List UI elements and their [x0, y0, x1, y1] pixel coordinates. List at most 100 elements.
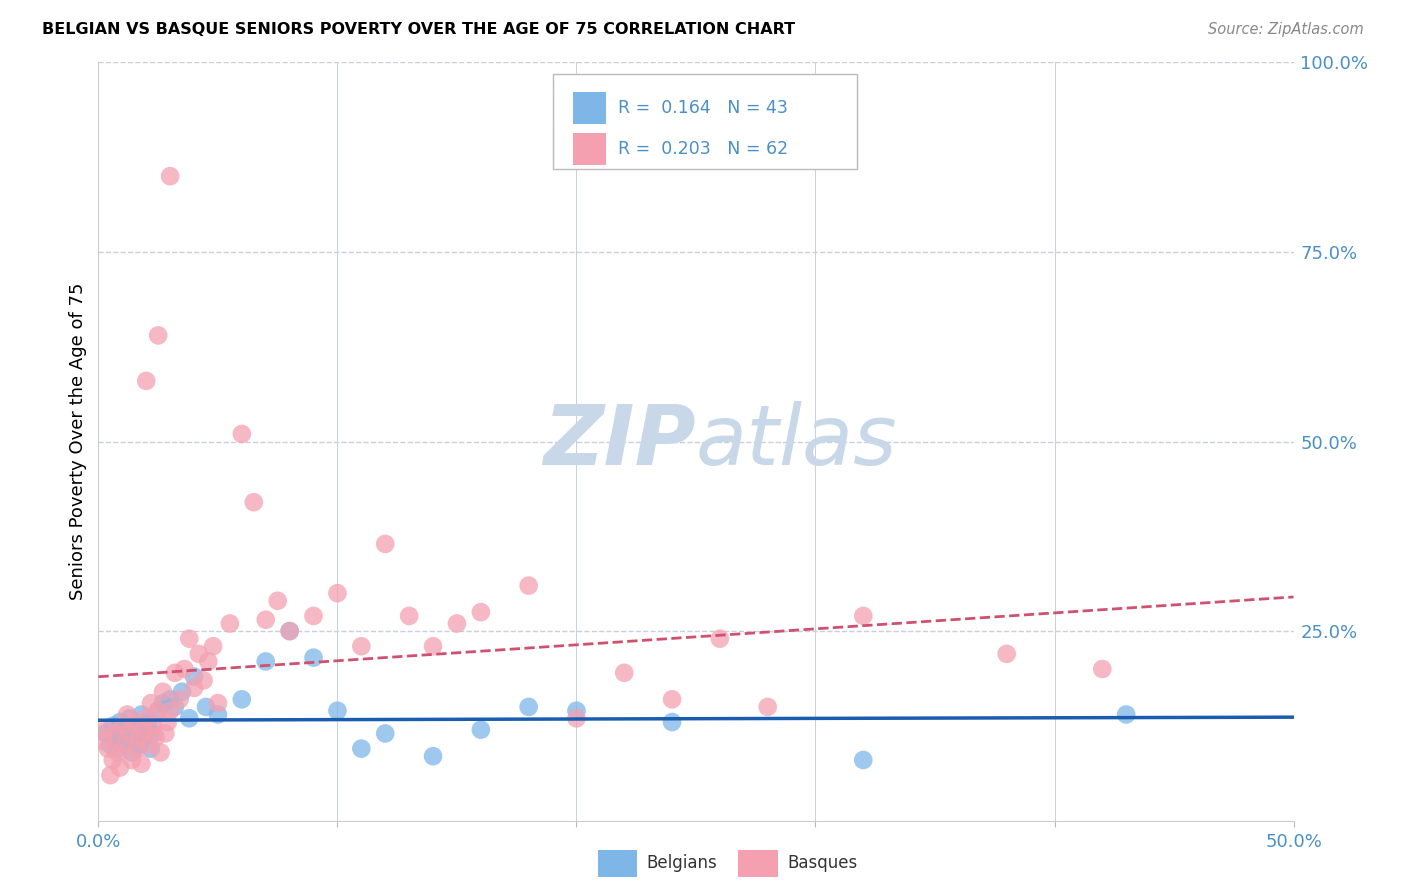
Point — [254, 655, 277, 669]
Point — [852, 608, 875, 623]
Point — [179, 632, 201, 646]
Point — [135, 723, 157, 737]
Point — [107, 741, 129, 756]
Point — [756, 699, 779, 714]
Point — [197, 655, 219, 669]
Point — [101, 719, 124, 733]
Point — [115, 731, 138, 746]
Point — [374, 726, 396, 740]
Point — [138, 715, 160, 730]
Point — [565, 711, 588, 725]
Point — [661, 715, 683, 730]
Point — [125, 741, 148, 756]
Point — [145, 730, 167, 744]
Point — [1115, 707, 1137, 722]
Point — [1091, 662, 1114, 676]
Point — [139, 696, 162, 710]
Point — [422, 749, 444, 764]
Point — [302, 608, 325, 623]
Point — [94, 726, 117, 740]
Text: R =  0.164   N = 43: R = 0.164 N = 43 — [619, 99, 789, 117]
Point — [374, 537, 396, 551]
Point — [124, 726, 146, 740]
Point — [135, 711, 157, 725]
Point — [661, 692, 683, 706]
Point — [202, 639, 225, 653]
Point — [350, 741, 373, 756]
Point — [114, 723, 136, 737]
Point — [613, 665, 636, 680]
Point — [183, 681, 205, 695]
Point — [114, 738, 136, 752]
Point — [179, 711, 201, 725]
Point — [278, 624, 301, 639]
Point — [104, 726, 127, 740]
Point — [193, 673, 215, 688]
Point — [101, 753, 124, 767]
Point — [98, 768, 122, 782]
Point — [565, 704, 588, 718]
Point — [131, 756, 153, 771]
Point — [108, 715, 131, 730]
Point — [128, 730, 150, 744]
FancyBboxPatch shape — [572, 133, 606, 165]
Point — [446, 616, 468, 631]
Point — [138, 738, 160, 752]
Point — [187, 647, 209, 661]
Point — [159, 704, 181, 718]
Point — [207, 696, 229, 710]
Point — [159, 692, 181, 706]
Point — [108, 760, 131, 774]
Point — [422, 639, 444, 653]
Point — [107, 746, 129, 760]
Text: ZIP: ZIP — [543, 401, 696, 482]
Point — [155, 726, 177, 740]
Point — [94, 723, 117, 737]
Point — [118, 726, 141, 740]
Point — [183, 669, 205, 683]
Text: atlas: atlas — [696, 401, 897, 482]
Point — [517, 699, 540, 714]
Point — [159, 169, 181, 184]
Point — [142, 726, 165, 740]
Point — [470, 723, 492, 737]
Point — [121, 746, 143, 760]
Point — [219, 616, 242, 631]
Point — [104, 730, 127, 744]
Point — [97, 741, 120, 756]
Point — [163, 699, 186, 714]
Point — [135, 374, 157, 388]
Point — [156, 715, 179, 730]
Point — [111, 734, 134, 748]
Y-axis label: Seniors Poverty Over the Age of 75: Seniors Poverty Over the Age of 75 — [69, 283, 87, 600]
Point — [207, 707, 229, 722]
Point — [278, 624, 301, 639]
Point — [131, 707, 153, 722]
Point — [149, 746, 172, 760]
Point — [398, 608, 420, 623]
Point — [326, 586, 349, 600]
Text: BELGIAN VS BASQUE SENIORS POVERTY OVER THE AGE OF 75 CORRELATION CHART: BELGIAN VS BASQUE SENIORS POVERTY OVER T… — [42, 22, 796, 37]
Point — [172, 685, 194, 699]
Point — [91, 734, 114, 748]
Point — [173, 662, 195, 676]
Point — [709, 632, 731, 646]
Point — [148, 704, 170, 718]
Point — [169, 692, 191, 706]
Point — [517, 579, 540, 593]
Point — [148, 704, 170, 718]
Text: R =  0.203   N = 62: R = 0.203 N = 62 — [619, 140, 789, 158]
Point — [350, 639, 373, 653]
Point — [995, 647, 1018, 661]
Point — [152, 696, 174, 710]
Point — [195, 699, 218, 714]
Point — [111, 719, 134, 733]
Point — [243, 495, 266, 509]
Point — [128, 738, 150, 752]
Bar — [598, 850, 637, 877]
Point — [121, 753, 143, 767]
Point — [152, 685, 174, 699]
Point — [142, 719, 165, 733]
Bar — [738, 850, 778, 877]
Point — [302, 650, 325, 665]
